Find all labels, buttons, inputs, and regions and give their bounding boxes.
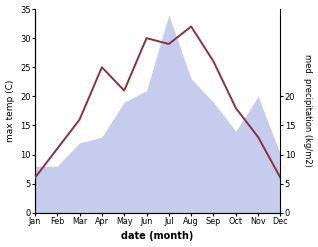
Y-axis label: max temp (C): max temp (C) xyxy=(5,80,15,142)
Y-axis label: med. precipitation (kg/m2): med. precipitation (kg/m2) xyxy=(303,54,313,167)
X-axis label: date (month): date (month) xyxy=(121,231,194,242)
